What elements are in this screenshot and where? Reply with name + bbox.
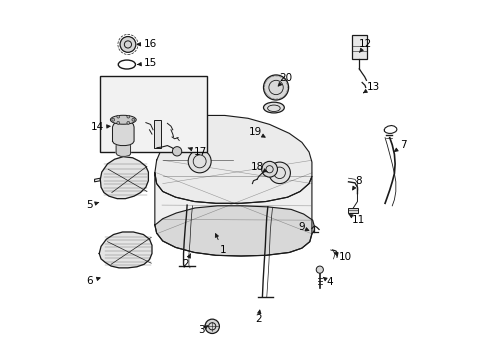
Circle shape bbox=[188, 150, 211, 173]
Text: 3: 3 bbox=[197, 325, 207, 335]
Text: 13: 13 bbox=[363, 82, 379, 93]
Text: 5: 5 bbox=[86, 200, 99, 210]
Circle shape bbox=[316, 266, 323, 273]
Text: 17: 17 bbox=[188, 147, 206, 157]
Polygon shape bbox=[155, 206, 314, 256]
Polygon shape bbox=[155, 173, 311, 256]
Text: 7: 7 bbox=[394, 140, 407, 152]
Text: 18: 18 bbox=[250, 162, 266, 172]
Circle shape bbox=[112, 118, 115, 121]
Circle shape bbox=[120, 37, 136, 52]
Bar bbox=[351, 36, 366, 59]
Polygon shape bbox=[112, 120, 134, 145]
Circle shape bbox=[268, 162, 290, 184]
Text: 9: 9 bbox=[298, 222, 308, 232]
Circle shape bbox=[117, 115, 120, 118]
Text: 12: 12 bbox=[359, 40, 372, 52]
Ellipse shape bbox=[110, 115, 136, 124]
Circle shape bbox=[261, 161, 277, 177]
Text: 16: 16 bbox=[137, 39, 156, 49]
Polygon shape bbox=[116, 145, 130, 156]
Polygon shape bbox=[100, 157, 148, 199]
Text: 8: 8 bbox=[352, 176, 361, 190]
Text: 15: 15 bbox=[137, 58, 156, 68]
Circle shape bbox=[204, 319, 219, 333]
Text: 4: 4 bbox=[323, 277, 332, 287]
Polygon shape bbox=[99, 232, 152, 268]
Circle shape bbox=[132, 118, 135, 121]
Circle shape bbox=[172, 147, 182, 156]
Text: 20: 20 bbox=[278, 73, 292, 86]
Polygon shape bbox=[155, 116, 311, 203]
Circle shape bbox=[126, 115, 129, 118]
Text: 10: 10 bbox=[334, 252, 351, 262]
Text: 11: 11 bbox=[348, 215, 365, 225]
Bar bbox=[347, 208, 357, 213]
Text: 2: 2 bbox=[255, 310, 261, 324]
Circle shape bbox=[117, 121, 120, 124]
Text: 14: 14 bbox=[90, 122, 110, 132]
Text: 6: 6 bbox=[86, 276, 100, 286]
Bar bbox=[100, 76, 207, 152]
Text: 2: 2 bbox=[182, 254, 190, 269]
Circle shape bbox=[126, 121, 129, 124]
Text: 19: 19 bbox=[248, 127, 264, 137]
Circle shape bbox=[263, 75, 288, 100]
Ellipse shape bbox=[263, 102, 284, 113]
Bar bbox=[154, 120, 160, 148]
Text: 1: 1 bbox=[215, 234, 225, 255]
